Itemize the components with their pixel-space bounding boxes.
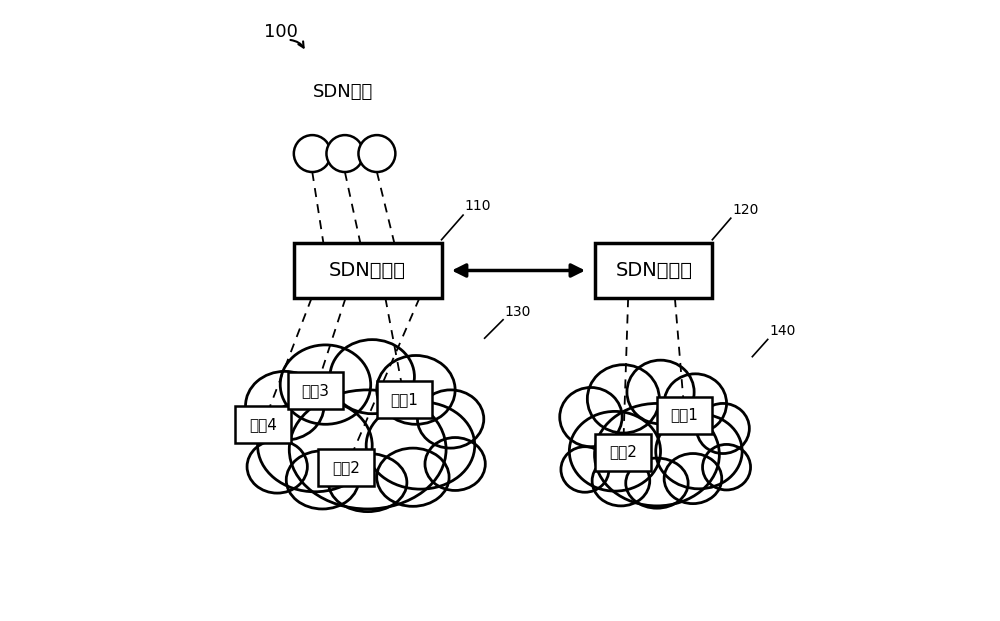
Ellipse shape [664,374,727,433]
Text: 140: 140 [770,324,796,338]
Bar [235,406,291,443]
Ellipse shape [286,451,359,509]
Ellipse shape [328,453,407,512]
Text: SDN控制器: SDN控制器 [615,261,692,280]
Text: 服务2: 服务2 [332,460,360,475]
Text: 120: 120 [733,203,759,217]
Ellipse shape [697,404,749,453]
Text: SDN应用: SDN应用 [313,83,373,101]
Bar [595,243,712,298]
Ellipse shape [377,355,455,424]
Ellipse shape [561,446,609,492]
Bar [377,381,432,418]
Ellipse shape [595,404,719,506]
Bar [657,397,712,433]
Ellipse shape [377,448,449,506]
Text: 130: 130 [505,304,531,319]
Ellipse shape [656,414,742,489]
Text: 服务1: 服务1 [671,407,699,423]
Ellipse shape [280,345,371,424]
Bar [288,372,343,409]
Ellipse shape [626,458,688,508]
Circle shape [326,135,363,172]
Ellipse shape [703,445,751,490]
Bar [595,433,651,471]
Ellipse shape [587,365,659,433]
Text: 服务3: 服务3 [301,383,329,398]
Ellipse shape [569,411,661,491]
Text: 服务1: 服务1 [391,392,419,407]
Ellipse shape [627,360,694,424]
Circle shape [358,135,395,172]
Text: 110: 110 [465,199,491,213]
Ellipse shape [247,440,307,493]
Text: 服务4: 服务4 [249,417,277,432]
Ellipse shape [330,340,414,414]
Circle shape [294,135,331,172]
Ellipse shape [592,456,650,506]
Ellipse shape [366,402,475,489]
Ellipse shape [417,390,484,448]
Text: 100: 100 [264,23,298,41]
Bar [294,243,442,298]
Ellipse shape [560,388,622,446]
Text: 服务2: 服务2 [609,445,637,460]
Bar [318,449,374,486]
Ellipse shape [664,453,722,504]
Ellipse shape [289,390,446,509]
Ellipse shape [258,399,372,492]
Ellipse shape [425,438,485,491]
Text: SDN控制器: SDN控制器 [329,261,406,280]
Ellipse shape [246,371,324,440]
